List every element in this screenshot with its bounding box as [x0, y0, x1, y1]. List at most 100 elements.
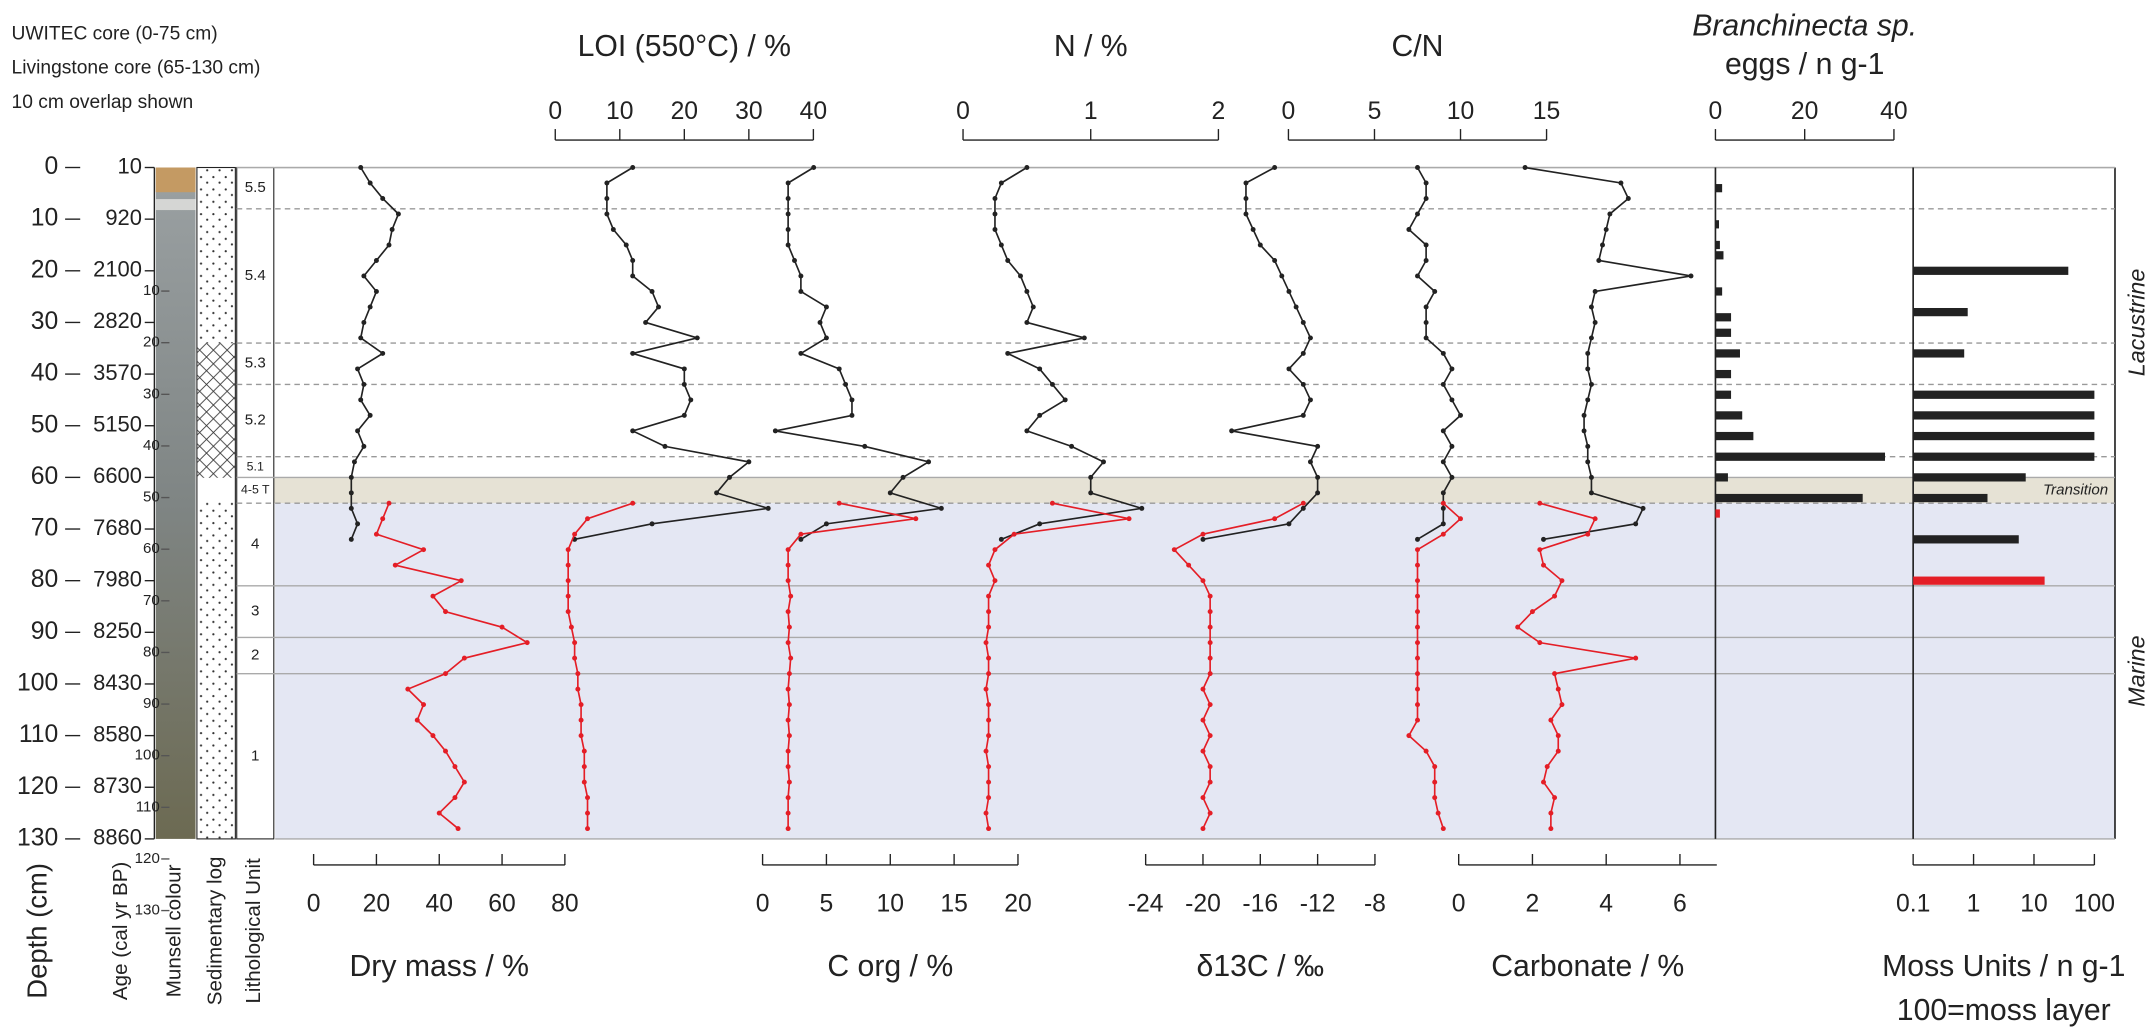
data-point [1585, 459, 1591, 465]
data-point [798, 350, 804, 356]
data-point [1257, 242, 1263, 248]
data-point [351, 459, 357, 465]
data-point [1559, 702, 1565, 708]
data-point [1200, 578, 1206, 584]
age-label: 7980 [93, 566, 142, 591]
bar [1715, 349, 1740, 358]
data-point [1588, 335, 1594, 341]
unit-label: 3 [251, 603, 259, 620]
data-point [986, 764, 992, 770]
data-point [992, 547, 998, 553]
data-point [1415, 686, 1420, 692]
data-point [785, 562, 791, 568]
data-point [786, 671, 792, 677]
data-point [421, 702, 427, 708]
data-point [1415, 671, 1420, 677]
data-point [1088, 474, 1094, 480]
profile-line [1407, 502, 1462, 829]
data-point [811, 165, 817, 170]
panel-subtitle: eggs / n g-1 [1725, 48, 1884, 81]
data-point [785, 211, 791, 217]
bar [1715, 240, 1720, 250]
data-point [1005, 257, 1011, 263]
data-point [358, 335, 364, 341]
data-point [405, 686, 411, 692]
data-point [786, 733, 792, 739]
y-tick-label: 50 [31, 411, 58, 438]
data-point [798, 531, 804, 537]
bar [1715, 313, 1732, 322]
bar [1715, 411, 1743, 420]
data-point [1049, 381, 1055, 387]
bar [1913, 493, 1988, 503]
data-point [1415, 624, 1420, 630]
bar [1913, 411, 2095, 420]
x-tick-label: 15 [1533, 98, 1560, 125]
y-tick-label: 90 [31, 618, 58, 645]
data-point [452, 795, 458, 801]
data-point [1415, 640, 1420, 646]
data-point [1537, 500, 1543, 506]
data-point [913, 516, 919, 522]
profile-line [375, 502, 530, 830]
data-point [785, 795, 791, 801]
profile-line [787, 502, 916, 829]
data-point [355, 428, 361, 434]
data-point [798, 288, 804, 294]
y-tick-label: 110 [19, 721, 58, 748]
age-label: 7680 [93, 515, 142, 540]
data-point [1030, 304, 1036, 310]
bar [1715, 328, 1732, 337]
data-point [1585, 443, 1591, 449]
data-point [1633, 655, 1639, 661]
bar [1715, 431, 1754, 441]
data-point [1552, 795, 1558, 801]
data-point [572, 655, 578, 661]
x-tick-label: 5 [1368, 98, 1382, 125]
age-label: 8580 [93, 721, 142, 746]
sedlog-fill [196, 167, 236, 344]
livingstone-depth: 110 [136, 798, 160, 815]
x-tick-label: 80 [551, 890, 578, 917]
data-point [785, 609, 791, 615]
data-point [421, 547, 427, 553]
zone-label: Lacustrine [2123, 269, 2149, 377]
data-point [1588, 304, 1594, 310]
data-point [785, 717, 791, 723]
data-point [1286, 366, 1292, 372]
x-tick-label: -24 [1128, 890, 1164, 917]
data-point [1458, 412, 1463, 418]
data-point [392, 562, 398, 568]
data-point [1423, 257, 1429, 263]
data-point [1588, 490, 1594, 496]
data-point [578, 702, 584, 708]
data-point [986, 795, 992, 801]
data-point [524, 640, 530, 646]
data-point [992, 578, 998, 584]
data-point [1440, 350, 1446, 356]
data-point [1688, 273, 1694, 279]
data-point [1440, 505, 1446, 511]
data-point [1037, 412, 1043, 418]
data-point [1440, 521, 1446, 527]
unit-label: 5.1 [247, 459, 264, 473]
data-point [1449, 366, 1455, 372]
panel-title: δ13C / ‰ [1197, 950, 1325, 983]
data-point [386, 242, 392, 248]
data-point [1603, 227, 1609, 232]
age-label: 920 [105, 205, 142, 230]
data-point [1171, 547, 1177, 553]
y-tick-label: 0 [44, 153, 58, 180]
data-point [681, 366, 687, 372]
livingstone-depth: 40 [143, 437, 160, 454]
data-point [998, 180, 1004, 186]
data-point [1585, 531, 1591, 537]
data-point [772, 428, 778, 434]
data-point [373, 531, 379, 537]
unit-label: 5.5 [245, 179, 266, 196]
data-point [1037, 521, 1043, 527]
data-point [694, 335, 700, 341]
data-point [1207, 733, 1213, 739]
age-label: 8250 [93, 618, 142, 643]
